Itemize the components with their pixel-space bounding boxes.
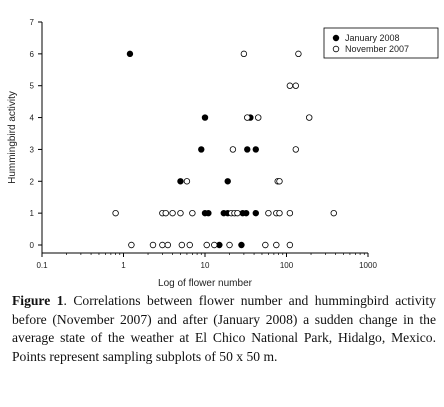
x-tick-label: 100 [280, 261, 294, 270]
point-november-2007 [229, 146, 237, 153]
point-november-2007 [240, 50, 248, 58]
point-november-2007 [169, 209, 176, 217]
point-november-2007 [203, 241, 210, 249]
point-january-2008 [224, 178, 231, 185]
point-november-2007 [276, 209, 283, 217]
scatter-chart: 0 1 2 3 4 5 6 7 0.1 1 10 100 1000 Log of flower num… [7, 18, 439, 289]
caption-label: Figure 1 [12, 293, 64, 308]
point-november-2007 [273, 241, 280, 249]
point-november-2007 [265, 209, 272, 217]
point-january-2008 [177, 178, 184, 185]
point-november-2007 [306, 114, 313, 121]
y-tick-label: 4 [30, 114, 35, 123]
point-november-2007 [162, 209, 169, 217]
point-november-2007 [255, 114, 262, 121]
point-november-2007 [292, 146, 299, 153]
x-tick-label: 10 [201, 261, 210, 270]
point-january-2008 [252, 209, 259, 217]
point-january-2008 [252, 146, 259, 153]
legend-label-november-2007: November 2007 [345, 44, 409, 54]
point-november-2007 [112, 209, 119, 217]
x-tick-label: 1 [121, 261, 126, 270]
legend-marker-january-2008 [332, 34, 340, 42]
legend-label-january-2008: January 2008 [345, 33, 400, 43]
point-november-2007 [244, 114, 251, 121]
point-january-2008 [205, 209, 212, 217]
point-january-2008 [201, 114, 209, 121]
point-november-2007 [211, 241, 218, 249]
legend-box [323, 27, 439, 59]
axes [41, 22, 368, 254]
y-tick-label: 1 [30, 209, 35, 218]
point-november-2007 [177, 209, 184, 217]
x-tick-label: 0.1 [36, 261, 48, 270]
point-january-2008 [242, 209, 250, 217]
point-january-2008 [126, 50, 134, 58]
y-tick-label: 2 [30, 177, 35, 186]
point-november-2007 [183, 178, 191, 185]
point-november-2007 [286, 82, 294, 89]
x-tick-label: 1000 [359, 261, 377, 270]
point-november-2007 [286, 209, 294, 217]
y-axis-ticks: 0 1 2 3 4 5 6 7 [30, 18, 42, 250]
point-november-2007 [149, 241, 157, 249]
point-november-2007 [276, 178, 283, 185]
point-november-2007 [292, 82, 299, 89]
point-november-2007 [226, 241, 233, 249]
x-axis-title: Log of flower number [158, 278, 253, 289]
point-january-2008 [244, 146, 251, 153]
y-tick-label: 5 [30, 82, 35, 91]
caption-text: . Correlations between flower number and… [12, 293, 436, 364]
y-tick-label: 6 [30, 50, 35, 59]
point-november-2007 [262, 241, 269, 249]
y-tick-label: 7 [30, 18, 35, 27]
y-tick-label: 0 [30, 241, 35, 250]
point-november-2007 [330, 209, 337, 217]
point-november-2007 [286, 241, 294, 249]
data-points [112, 50, 337, 249]
point-november-2007 [295, 50, 302, 58]
point-november-2007 [189, 209, 196, 217]
y-axis-title: Hummingbird activity [7, 91, 18, 184]
point-january-2008 [198, 146, 205, 153]
point-november-2007 [164, 241, 172, 249]
y-tick-label: 3 [30, 145, 35, 154]
x-axis-ticks: 0.1 1 10 100 1000 [36, 253, 377, 270]
point-november-2007 [234, 209, 241, 217]
point-january-2008 [238, 241, 245, 249]
figure-caption: Figure 1. Correlations between flower nu… [12, 292, 436, 366]
point-november-2007 [128, 241, 135, 249]
point-november-2007 [186, 241, 193, 249]
point-november-2007 [159, 241, 166, 249]
legend-marker-november-2007 [332, 45, 340, 53]
point-november-2007 [178, 241, 186, 249]
